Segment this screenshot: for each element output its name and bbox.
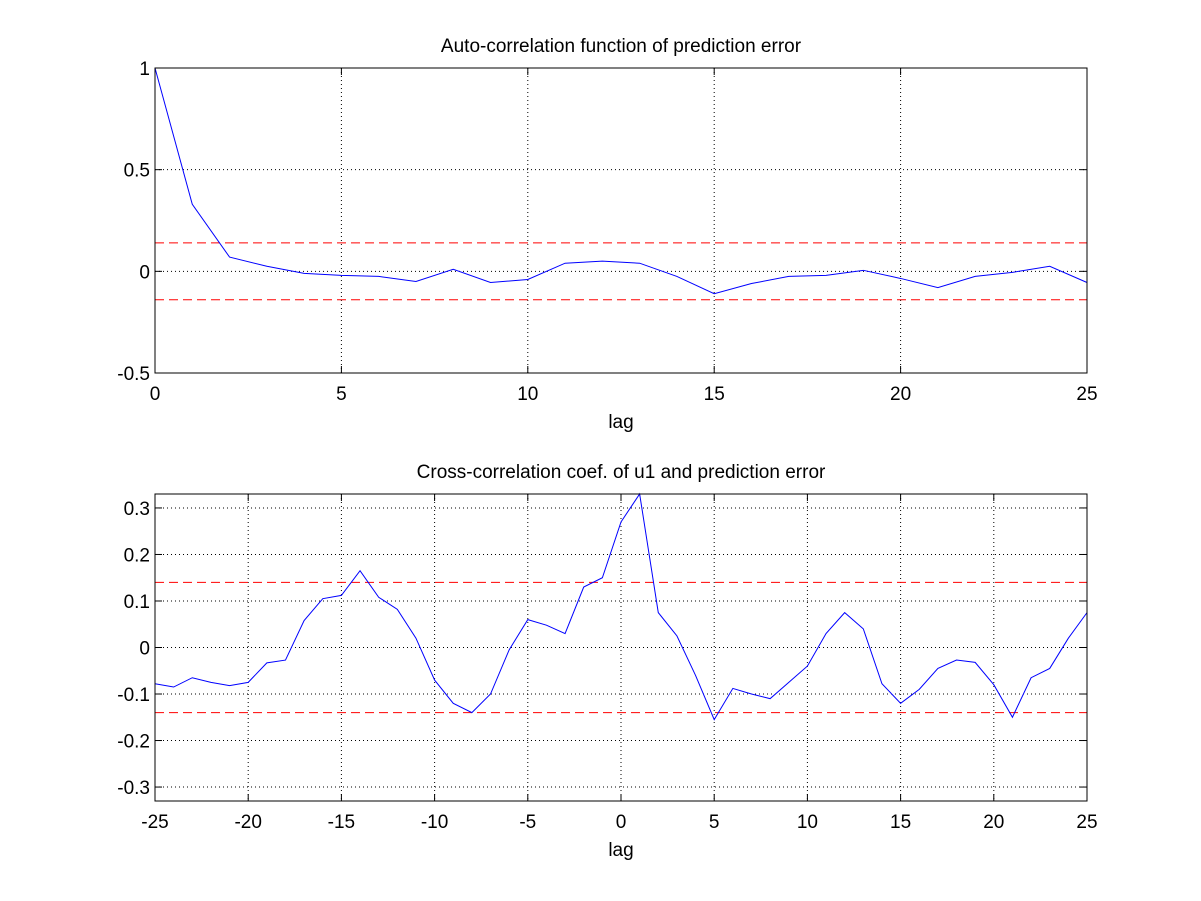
y-tick-label: -0.1 xyxy=(117,685,150,706)
x-tick-label: 25 xyxy=(1076,384,1097,405)
chart-title: Cross-correlation coef. of u1 and predic… xyxy=(417,462,826,483)
series-layer xyxy=(154,67,1088,295)
x-axis-label: lag xyxy=(608,840,633,861)
y-tick-label: -0.2 xyxy=(117,732,150,753)
y-tick-label: 0.1 xyxy=(124,592,150,613)
x-tick-label: -15 xyxy=(328,812,355,833)
crosscorrelation-axes: -25 -20 -15 -10 -5 0 5 10 15 20 25 -0.3 -0.2 -0.1 0 0.1… xyxy=(117,462,1097,861)
x-tick-label: 5 xyxy=(336,384,347,405)
series-line xyxy=(154,492,1088,721)
tick-layer: 0 5 10 15 20 25-0.500.51 xyxy=(117,59,1097,405)
x-tick-label: -25 xyxy=(141,812,168,833)
confidence-bounds xyxy=(155,581,1087,714)
y-tick-label: 0 xyxy=(139,262,150,283)
chart-title: Auto-correlation function of prediction … xyxy=(441,36,802,57)
axes-border xyxy=(154,67,1088,374)
x-tick-label: 20 xyxy=(983,812,1004,833)
x-tick-label: 15 xyxy=(704,384,725,405)
x-tick-label: 0 xyxy=(616,812,627,833)
series-layer xyxy=(154,492,1088,721)
grid-lines xyxy=(155,68,1087,373)
y-tick-label: 0 xyxy=(139,639,150,660)
autocorrelation-axes: 0 5 10 15 20 25-0.500.51 Auto-correlation fun… xyxy=(117,36,1097,433)
x-tick-label: 10 xyxy=(797,812,818,833)
x-tick-label: 0 xyxy=(150,384,161,405)
y-tick-label: 1 xyxy=(139,59,150,80)
x-tick-label: 5 xyxy=(709,812,720,833)
x-tick-label: 25 xyxy=(1076,812,1097,833)
x-tick-label: 15 xyxy=(890,812,911,833)
y-tick-label: 0.5 xyxy=(124,161,150,182)
y-tick-label: 0.2 xyxy=(124,545,150,566)
confidence-bounds xyxy=(155,242,1087,301)
x-tick-label: -5 xyxy=(519,812,536,833)
y-tick-label: 0.3 xyxy=(124,499,150,520)
grid-lines xyxy=(155,494,1087,801)
x-tick-label: -20 xyxy=(234,812,261,833)
axes-border xyxy=(154,493,1088,802)
series-line xyxy=(154,67,1088,295)
tick-layer: -25 -20 -15 -10 -5 0 5 10 15 20 25 -0.3 -0.2 -0.1 0 0.1… xyxy=(117,494,1098,833)
x-axis-label: lag xyxy=(608,412,633,433)
x-tick-label: 10 xyxy=(517,384,538,405)
y-tick-label: -0.5 xyxy=(117,364,150,385)
x-tick-label: 20 xyxy=(890,384,911,405)
axes-frame xyxy=(154,67,1088,374)
x-tick-label: -10 xyxy=(421,812,448,833)
y-tick-label: -0.3 xyxy=(117,778,150,799)
